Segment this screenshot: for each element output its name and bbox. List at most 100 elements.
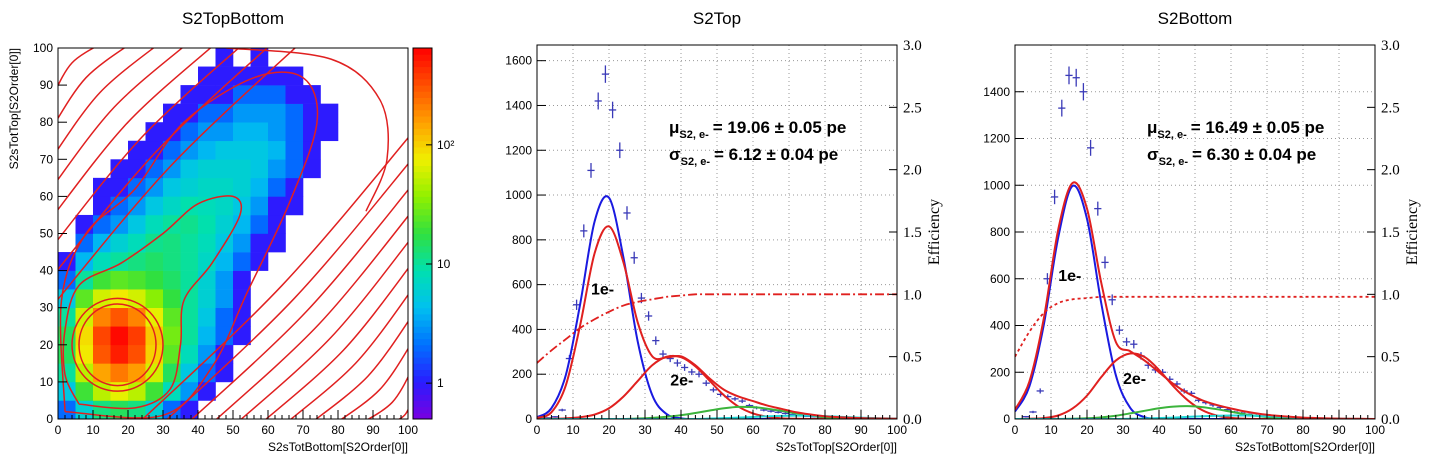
heatmap-cell <box>215 363 234 383</box>
colorbar-segment <box>413 214 432 222</box>
heatmap-cell <box>250 233 269 253</box>
heatmap-cell <box>180 233 199 253</box>
contour-line <box>58 48 212 211</box>
heatmap-cell <box>215 66 234 86</box>
heatmap-cell <box>180 381 199 401</box>
colorbar-segment <box>413 338 432 346</box>
heatmap-cell <box>233 252 251 271</box>
heatmap-cell <box>268 85 286 104</box>
heatmap-cell <box>163 177 181 197</box>
contour-line <box>78 303 157 387</box>
colorbar-segment <box>413 320 432 327</box>
heatmap-cell <box>93 363 111 383</box>
contour-line <box>397 408 408 419</box>
heatmap-cell <box>75 344 94 364</box>
y2-tick-label: 1.0 <box>903 287 922 303</box>
heatmap-cell <box>233 122 251 142</box>
y-tick-label: 80 <box>40 115 54 129</box>
colorbar-segment <box>413 239 432 247</box>
colorbar-segment <box>413 78 432 86</box>
y-tick-label: 10 <box>40 375 54 389</box>
heatmap-cell <box>250 48 269 67</box>
y2-axis-label: Efficiency <box>926 199 943 265</box>
colorbar-tick-label: 10² <box>437 138 454 152</box>
heatmap-cell <box>268 177 286 197</box>
colorbar-segment <box>413 301 432 309</box>
colorbar-segment <box>413 252 432 259</box>
heatmap-cell <box>163 289 181 308</box>
colorbar-segment <box>413 91 432 98</box>
y-tick-label: 1400 <box>983 85 1010 99</box>
heatmap-cell <box>268 140 286 160</box>
heatmap-cell <box>198 252 216 271</box>
heatmap-cell <box>215 140 234 160</box>
x-tick-label: 90 <box>366 423 380 437</box>
heatmap-cell <box>268 159 286 179</box>
heatmap-cell <box>215 85 234 104</box>
x-tick-label: 80 <box>1296 423 1310 437</box>
heatmap-cell <box>110 400 129 419</box>
contour-line <box>190 188 408 419</box>
y2-tick-label: 3.0 <box>1381 38 1400 54</box>
heatmap-cell <box>93 177 111 197</box>
colorbar-segment <box>413 60 432 68</box>
colorbar-frame <box>412 47 433 420</box>
colorbar-segment <box>413 381 432 389</box>
contour-line <box>58 48 240 241</box>
heatmap-cell <box>198 233 216 253</box>
heatmap-cell <box>128 344 146 364</box>
heatmap-cell <box>93 344 111 364</box>
contour-line <box>367 375 408 419</box>
colorbar-segment <box>413 202 432 210</box>
heatmap-cell <box>110 252 129 271</box>
annotation-subscript: S2, e- <box>1159 156 1189 168</box>
heatmap-cell <box>93 252 111 271</box>
colorbar-segment <box>413 313 432 321</box>
heatmap-cell <box>198 85 216 104</box>
x-tick-label: 80 <box>331 423 345 437</box>
heatmap-cell <box>320 103 339 123</box>
heatmap-cell <box>198 103 216 123</box>
y-tick-label: 800 <box>990 225 1010 239</box>
heatmap-cell <box>163 122 181 142</box>
colorbar-segment <box>413 264 432 272</box>
heatmap-cell <box>145 270 164 290</box>
heatmap-cell <box>250 159 269 179</box>
y-tick-label: 1000 <box>983 178 1010 192</box>
heatmap-cell <box>320 122 339 142</box>
fit-annotation: μS2, e- = 19.06 ± 0.05 pe <box>669 118 846 141</box>
heatmap-cell <box>93 307 111 327</box>
heatmap-cell <box>163 233 181 253</box>
x-tick-label: 70 <box>1260 423 1274 437</box>
x-tick-label: 20 <box>121 423 135 437</box>
heatmap-cell <box>145 233 164 253</box>
y-axis-label: S2sTotTop[S2Order[0]] <box>7 48 21 169</box>
colorbar-segment <box>413 146 432 154</box>
heatmap-cell <box>145 381 164 401</box>
fit-annotation: μS2, e- = 16.49 ± 0.05 pe <box>1147 118 1324 141</box>
heatmap-cell <box>145 214 164 234</box>
colorbar-segment <box>413 97 432 105</box>
x-tick-label: 80 <box>818 423 832 437</box>
y2-tick-label: 2.5 <box>903 100 922 116</box>
heatmap-cell <box>163 363 181 383</box>
x-tick-label: 10 <box>86 423 100 437</box>
heatmap-cell <box>180 140 199 160</box>
heatmap-cell <box>145 196 164 216</box>
x-axis-label: S2sTotBottom[S2Order[0]] <box>1235 440 1375 454</box>
chart-title: S2Bottom <box>1158 9 1233 28</box>
colorbar-segment <box>413 227 432 234</box>
x-axis-label: S2sTotTop[S2Order[0]] <box>776 440 897 454</box>
heatmap-cell <box>215 159 234 179</box>
heatmap-cell <box>163 252 181 271</box>
contour-line <box>166 162 408 419</box>
annotation-symbol: σ <box>669 145 681 164</box>
plot-area <box>537 45 897 419</box>
y-tick-label: 1000 <box>505 188 532 202</box>
y-tick-label: 1600 <box>505 54 532 68</box>
heatmap-cell <box>233 159 251 179</box>
colorbar-segment <box>413 245 432 253</box>
heatmap-cell <box>198 214 216 234</box>
